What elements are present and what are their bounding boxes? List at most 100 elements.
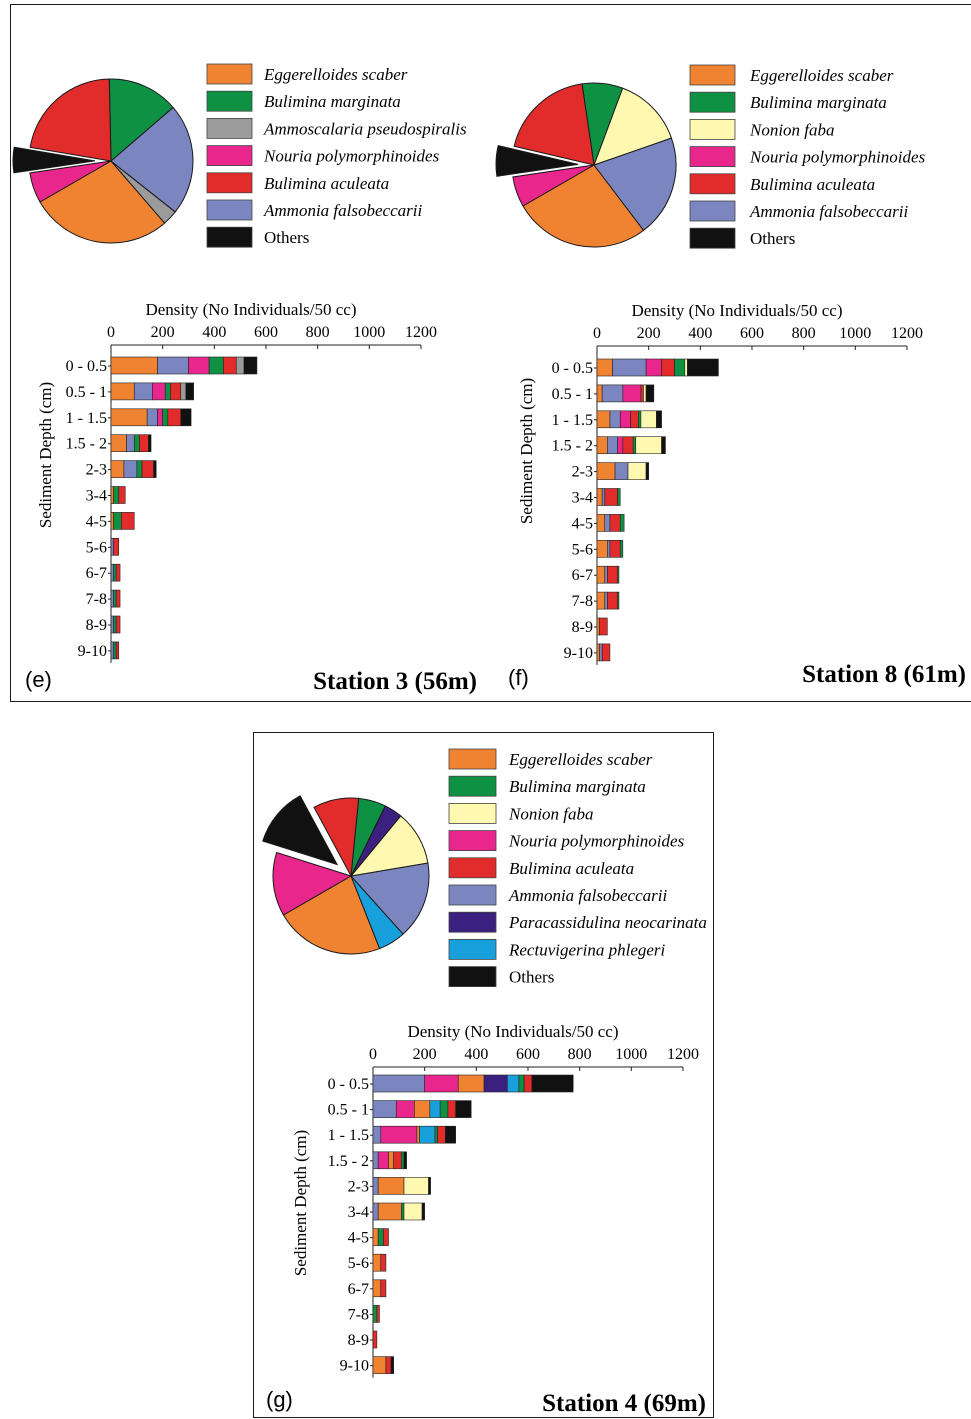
bar-segment: [596, 591, 606, 610]
x-tick-label: 800: [568, 1046, 592, 1063]
pie-slice-ammonia-falsobeccarii: [593, 137, 677, 232]
y-category-label: 0 - 0.5: [66, 358, 107, 375]
y-category-label: 2-3: [86, 462, 107, 479]
y-category-label: 6-7: [86, 565, 107, 582]
bar-segment: [133, 382, 153, 401]
bar-segment: [372, 1177, 379, 1195]
x-axis-title: Density (No Individuals/50 cc): [631, 301, 842, 320]
bar-segment: [609, 539, 621, 558]
legend-swatch: [448, 830, 497, 851]
y-category-label: 7-8: [348, 1306, 369, 1323]
legend-swatch: [206, 226, 253, 248]
panel-station-3: Eggerelloides scaber Bulimina marginata Am…: [10, 4, 496, 702]
x-tick-label: 400: [202, 324, 226, 341]
bar-segment: [167, 408, 182, 427]
bar-segment: [110, 434, 127, 453]
y-category-label: 1 - 1.5: [552, 412, 593, 429]
y-category-label: 0.5 - 1: [66, 384, 107, 401]
bar-segment: [596, 384, 603, 403]
pie-slice-bulimina-aculeata: [513, 83, 595, 166]
bar-segment: [596, 436, 608, 455]
bar-segment: [377, 1202, 402, 1221]
bar-segment: [424, 1074, 459, 1093]
x-tick-label: 800: [306, 324, 330, 341]
bar-segment: [110, 512, 114, 530]
legend-swatch: [689, 64, 736, 86]
legend-label: Eggerelloides scaber: [263, 65, 408, 84]
bar-segment: [627, 462, 647, 480]
bar-segment: [162, 408, 169, 427]
y-axis-title: Sediment Depth (cm): [291, 1130, 310, 1276]
pie-slice-others: [262, 795, 339, 866]
panel-label: (f): [508, 665, 529, 690]
bar-segment: [617, 591, 620, 610]
legend-swatch: [448, 938, 497, 960]
x-tick-label: 1000: [353, 324, 385, 341]
bar-segment: [126, 434, 135, 453]
bar-segment: [643, 384, 647, 403]
bar-segment: [123, 460, 138, 478]
bar-segment: [428, 1177, 431, 1195]
bar-segment: [372, 1279, 382, 1298]
y-category-label: 4-5: [86, 513, 107, 530]
bar-segment: [372, 1228, 379, 1246]
bar-segment: [604, 565, 608, 584]
bar-segment: [661, 358, 675, 377]
legend-label: Eggerelloides scaber: [749, 66, 894, 85]
bar-segment: [518, 1074, 525, 1093]
station-title: Station 4 (69m): [542, 1390, 706, 1417]
bar-segment: [601, 384, 624, 403]
legend-swatch: [206, 90, 253, 112]
bar-segment: [146, 408, 158, 427]
legend-swatch: [206, 63, 253, 85]
bar-segment: [596, 617, 600, 636]
bar-segment: [372, 1253, 382, 1272]
y-category-label: 5-6: [86, 539, 107, 556]
legend-swatch: [689, 173, 736, 195]
bar-segment: [619, 410, 631, 429]
x-tick-label: 1200: [667, 1046, 699, 1063]
x-tick-label: 1200: [405, 324, 437, 341]
bar-segment: [180, 408, 192, 427]
x-tick-label: 1000: [839, 325, 871, 342]
chart-station-4-svg: Eggerelloides scaber Bulimina marginata No…: [262, 748, 707, 1417]
bar-segment: [380, 1125, 418, 1144]
pie-slice-bulimina-aculeata: [29, 78, 112, 162]
bar-segment: [596, 488, 603, 506]
y-category-label: 1 - 1.5: [66, 410, 107, 427]
y-category-label: 7-8: [572, 593, 593, 610]
y-category-label: 3-4: [348, 1204, 369, 1221]
legend-label: Nonion faba: [508, 804, 594, 823]
bar-segment: [612, 358, 647, 377]
bar-segment: [645, 462, 649, 480]
legend-swatch: [448, 775, 497, 797]
panel-station-4: Eggerelloides scaber Bulimina marginata No…: [253, 732, 714, 1418]
bar-segment: [403, 1177, 429, 1195]
y-category-label: 1 - 1.5: [328, 1127, 369, 1144]
bar-segment: [235, 356, 245, 375]
panel-station-8: Eggerelloides scaber Bulimina marginata No…: [494, 4, 971, 702]
legend-label: Nouria polymorphinoides: [508, 832, 685, 851]
bar-segment: [596, 410, 611, 429]
bar-segment: [118, 486, 126, 504]
bar-segment: [393, 1151, 402, 1170]
x-tick-label: 600: [254, 324, 278, 341]
y-category-label: 5-6: [348, 1255, 369, 1272]
bar-segment: [180, 382, 187, 401]
bar-segment: [596, 462, 616, 480]
bar-segment: [607, 565, 618, 584]
bar-segment: [148, 434, 152, 453]
bar-segment: [457, 1074, 485, 1093]
legend-label: Others: [509, 968, 554, 987]
x-tick-label: 200: [637, 325, 661, 342]
pie-slice-nouria-polymorphinoides: [29, 160, 112, 203]
y-category-label: 9-10: [564, 645, 593, 662]
bar-segment: [645, 384, 655, 403]
legend-swatch: [206, 199, 253, 221]
bar-segment: [372, 1151, 379, 1170]
legend-label: Bulimina marginata: [750, 93, 887, 112]
y-category-label: 3-4: [572, 490, 593, 507]
legend-label: Others: [750, 229, 795, 248]
legend-label: Bulimina aculeata: [750, 175, 875, 194]
y-axis-title: Sediment Depth (cm): [36, 382, 55, 528]
